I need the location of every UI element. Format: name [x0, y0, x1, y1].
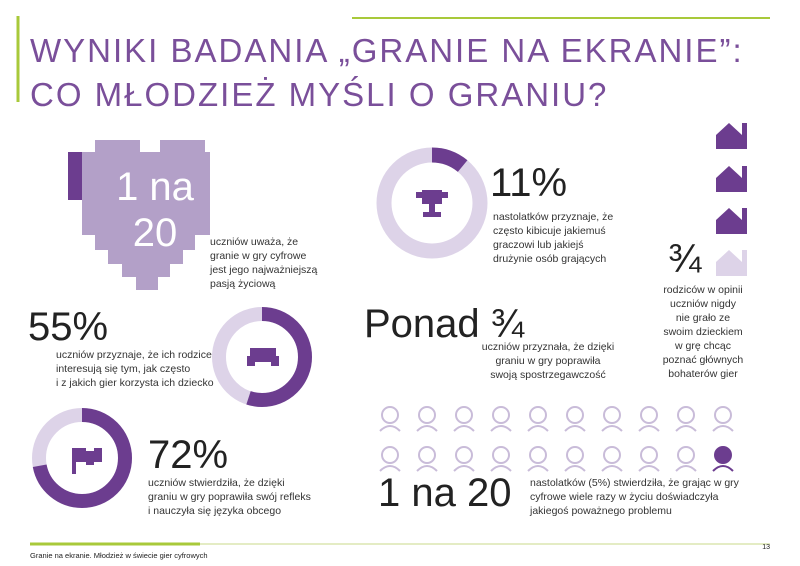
face-body: [564, 465, 586, 472]
headline: 1 na: [116, 165, 195, 209]
face-body: [490, 465, 512, 472]
house-icon: [716, 123, 747, 149]
description: swoją spostrzegawczość: [490, 369, 606, 381]
description: rodziców w opinii: [663, 284, 742, 296]
face-body: [490, 425, 512, 432]
description: uczniów przyznaje, że ich rodzice: [56, 349, 212, 361]
description: często kibicuje jakiemuś: [493, 225, 606, 237]
face-icon: [714, 446, 732, 464]
house-icon: [716, 166, 747, 192]
face-icon: [492, 446, 510, 464]
face-body: [527, 425, 549, 432]
description: granie w gry cyfrowe: [210, 250, 306, 262]
description: w grę chcąc: [674, 340, 731, 352]
title: CO MŁODZIEŻ MYŚLI O GRANIU?: [30, 75, 608, 113]
face-icon: [455, 446, 473, 464]
description: uczniów uważa, że: [210, 236, 298, 248]
face-body: [638, 465, 660, 472]
houses: [716, 123, 747, 276]
face-icon: [677, 406, 695, 424]
donut-arc: [32, 408, 132, 508]
face-body: [675, 425, 697, 432]
description: poznać głównych: [663, 354, 744, 366]
face-body: [712, 465, 734, 472]
face-icon: [566, 446, 584, 464]
gamepad-icon: [247, 348, 279, 366]
face-body: [527, 465, 549, 472]
face-icon: [455, 406, 473, 424]
face-body: [453, 425, 475, 432]
description: jakiegoś poważnego problemu: [529, 505, 672, 517]
heart-accent: [68, 152, 82, 200]
description: uczniów stwierdziła, że dzięki: [148, 477, 285, 489]
description: uczniów nigdy: [670, 298, 737, 310]
headline: 11%: [490, 161, 567, 205]
face-body: [564, 425, 586, 432]
face-icon: [418, 446, 436, 464]
headline: Ponad ¾: [364, 302, 525, 346]
headline: ¾: [668, 237, 702, 281]
face-icon: [603, 406, 621, 424]
description: uczniów przyznała, że dzięki: [482, 341, 614, 353]
face-body: [601, 425, 623, 432]
face-icon: [492, 406, 510, 424]
face-icon: [603, 446, 621, 464]
page-number: 13: [762, 544, 770, 551]
description: interesują się tym, jak często: [56, 363, 190, 375]
face-body: [601, 465, 623, 472]
face-icon: [640, 406, 658, 424]
description: graczowi lub jakiejś: [493, 239, 583, 251]
description: i nauczyła się języka obcego: [148, 505, 281, 517]
face-icon: [381, 406, 399, 424]
face-icon: [529, 446, 547, 464]
face-body: [416, 465, 438, 472]
house-icon: [716, 208, 747, 234]
footer-source: Granie na ekranie. Młodzież w świecie gi…: [30, 551, 208, 560]
face-icon: [640, 446, 658, 464]
description: swoim dzieckiem: [663, 326, 743, 338]
description: nastolatków (5%) stwierdziła, że grając …: [530, 477, 740, 489]
description: drużynie osób grających: [493, 253, 606, 265]
headline: 1 na 20: [378, 471, 511, 515]
face-icon: [714, 406, 732, 424]
description: i z jakich gier korzysta ich dziecko: [56, 377, 214, 389]
face-icon: [529, 406, 547, 424]
faces: [379, 406, 734, 472]
face-body: [379, 465, 401, 472]
description: nastolatków przyznaje, że: [493, 211, 613, 223]
description: graniu w gry poprawiła swój refleks: [148, 491, 311, 503]
face-icon: [677, 446, 695, 464]
face-body: [675, 465, 697, 472]
trophy-icon: [416, 190, 448, 217]
flag-icon: [72, 448, 102, 474]
description: graniu w gry poprawiła: [495, 355, 600, 367]
title: WYNIKI BADANIA „GRANIE NA EKRANIE”:: [30, 32, 744, 69]
heart: [82, 140, 210, 290]
description: cyfrowe wiele razy w życiu doświadczyła: [530, 491, 719, 503]
face-body: [453, 465, 475, 472]
face-icon: [418, 406, 436, 424]
headline: 72%: [148, 433, 228, 477]
description: nie grało ze: [676, 312, 730, 324]
house-icon: [716, 250, 747, 276]
face-icon: [566, 406, 584, 424]
description: jest jego najważniejszą: [209, 264, 318, 276]
headline: 20: [133, 211, 178, 255]
donut-arc: [376, 147, 488, 259]
face-body: [638, 425, 660, 432]
face-body: [379, 425, 401, 432]
description: pasją życiową: [210, 278, 276, 290]
face-body: [712, 425, 734, 432]
face-icon: [381, 446, 399, 464]
headline: 55%: [28, 305, 108, 349]
description: bohaterów gier: [668, 368, 738, 380]
donut-arc: [212, 307, 312, 407]
face-body: [416, 425, 438, 432]
